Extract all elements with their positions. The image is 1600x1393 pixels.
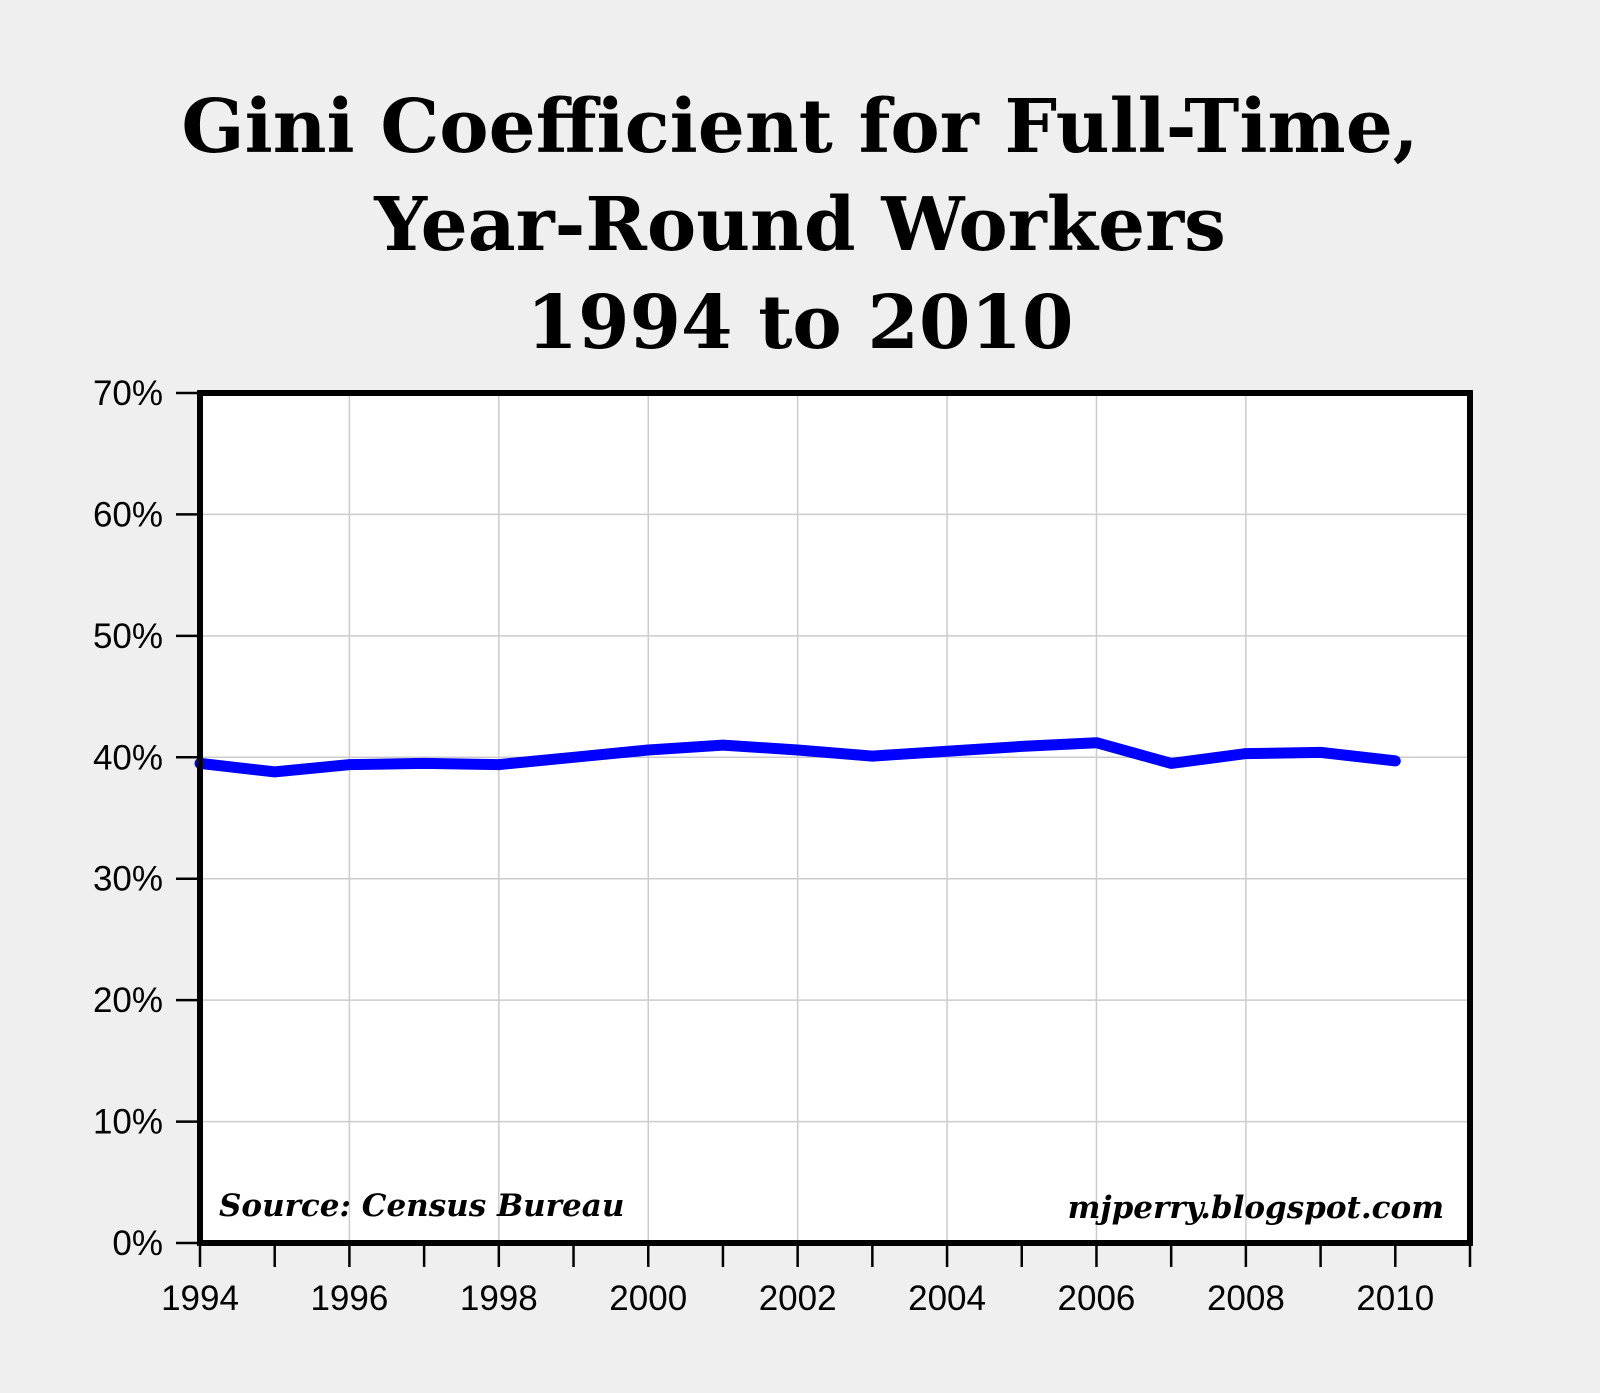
chart-title-line-3: 1994 to 2010 xyxy=(526,280,1074,366)
source-note: Source: Census Bureau xyxy=(219,1188,624,1224)
x-tick-label-1994: 1994 xyxy=(161,1279,239,1318)
y-tick-label-70: 70% xyxy=(93,374,163,413)
y-tick-label-10: 10% xyxy=(93,1103,163,1142)
x-tick-label-2006: 2006 xyxy=(1058,1279,1136,1318)
plot-background xyxy=(200,393,1470,1243)
axis-ticks xyxy=(176,391,1472,1267)
x-tick-label-2000: 2000 xyxy=(609,1279,687,1318)
y-tick-label-20: 20% xyxy=(93,981,163,1020)
chart-title-line-2: Year-Round Workers xyxy=(374,182,1226,268)
x-tick-label-2008: 2008 xyxy=(1207,1279,1285,1318)
series-line-0 xyxy=(194,737,1401,778)
data-series xyxy=(194,737,1401,778)
axis-tick-labels: 0% 10% 20% 30% 40% 50% 60% 70% 1994 1996 1998 2000 2… xyxy=(93,374,1434,1318)
y-tick-label-40: 40% xyxy=(93,738,163,777)
x-tick-label-2002: 2002 xyxy=(759,1279,837,1318)
y-tick-label-30: 30% xyxy=(93,860,163,899)
x-tick-label-1998: 1998 xyxy=(460,1279,538,1318)
plot-frame xyxy=(197,390,1473,1246)
x-tick-label-2004: 2004 xyxy=(908,1279,986,1318)
x-tick-label-2010: 2010 xyxy=(1356,1279,1434,1318)
x-tick-label-1996: 1996 xyxy=(310,1279,388,1318)
chart-title: Gini Coefficient for Full-Time, Year-Rou… xyxy=(0,78,1600,372)
y-tick-label-60: 60% xyxy=(93,495,163,534)
y-tick-label-0: 0% xyxy=(112,1224,163,1263)
chart-title-line-1: Gini Coefficient for Full-Time, xyxy=(181,84,1419,170)
credit-note: mjperry.blogspot.com xyxy=(1068,1190,1444,1226)
y-tick-label-50: 50% xyxy=(93,617,163,656)
